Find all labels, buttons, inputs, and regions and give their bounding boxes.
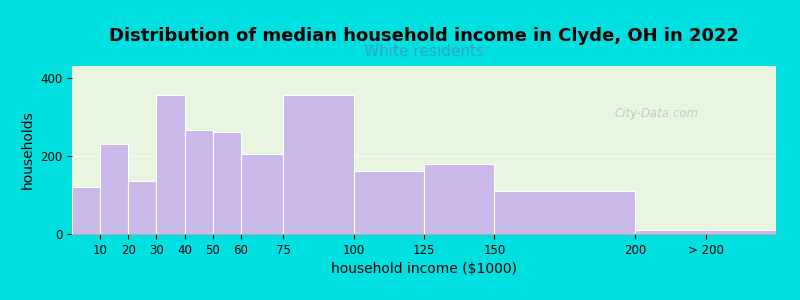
Text: White residents: White residents [364, 44, 484, 59]
Bar [213, 132, 241, 234]
Bar [100, 144, 128, 234]
Bar [241, 154, 283, 234]
Bar [354, 172, 424, 234]
X-axis label: household income ($1000): household income ($1000) [331, 262, 517, 276]
Text: City-Data.com: City-Data.com [614, 106, 698, 119]
Title: Distribution of median household income in Clyde, OH in 2022: Distribution of median household income … [109, 27, 739, 45]
Bar [283, 95, 354, 234]
Bar [157, 95, 185, 234]
Bar [424, 164, 494, 234]
Y-axis label: households: households [21, 111, 34, 189]
Bar [185, 130, 213, 234]
Bar [494, 191, 635, 234]
Bar [635, 230, 776, 234]
Bar [128, 181, 157, 234]
Bar [72, 187, 100, 234]
Bar [72, 66, 776, 234]
